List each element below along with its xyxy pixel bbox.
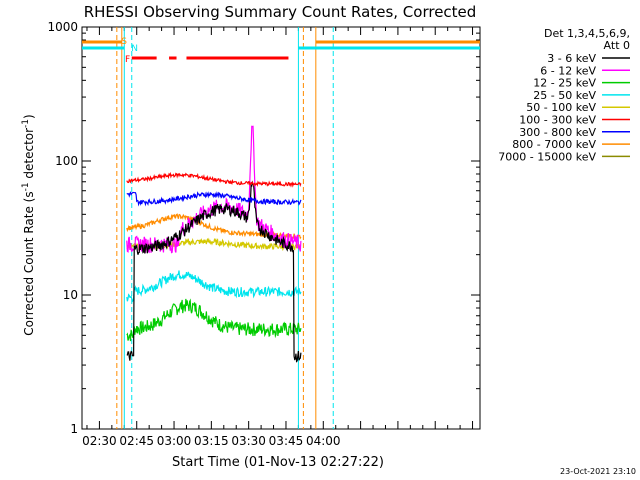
y-tick-label: 1 xyxy=(70,422,78,436)
x-axis-label: Start Time (01-Nov-13 02:27:22) xyxy=(172,455,384,470)
flare-flag-label: F xyxy=(125,55,130,65)
series-line-s8 xyxy=(126,213,302,240)
x-tick-label: 03:30 xyxy=(231,434,266,448)
legend-label: 800 - 7000 keV xyxy=(512,138,596,151)
x-tick-label: 03:15 xyxy=(194,434,229,448)
chart-title: RHESSI Observing Summary Count Rates, Co… xyxy=(84,3,477,21)
legend-label: 25 - 50 keV xyxy=(533,89,596,102)
legend-header-line2: Att 0 xyxy=(604,39,630,52)
y-tick-label: 1000 xyxy=(47,20,78,34)
x-tick-label: 03:45 xyxy=(269,434,304,448)
y-axis-label: Corrected Count Rate (s-1 detector-1) xyxy=(21,114,36,335)
saa-flag-label: S xyxy=(121,37,127,47)
x-tick-label: 04:00 xyxy=(306,434,341,448)
plot-frame xyxy=(81,26,481,430)
plot-area: 1 10 100 1000 02:30 02:45 03:00 03:15 03:30 03:45… xyxy=(47,20,481,448)
legend-label: 50 - 100 keV xyxy=(526,101,596,114)
x-tick-label: 03:00 xyxy=(157,434,192,448)
legend-label: 3 - 6 keV xyxy=(547,52,596,65)
series-line-s3 xyxy=(126,298,302,342)
x-tick-label: 02:45 xyxy=(119,434,154,448)
x-tick-label: 02:30 xyxy=(82,434,117,448)
legend-label: 6 - 12 keV xyxy=(540,64,596,77)
series-line-s1 xyxy=(126,180,302,363)
legend-label: 7000 - 15000 keV xyxy=(498,150,596,163)
legend-header-line1: Det 1,3,4,5,6,9, xyxy=(544,27,630,40)
legend-label: 100 - 300 keV xyxy=(519,114,596,127)
legend-label: 12 - 25 keV xyxy=(533,77,596,90)
series-line-s7 xyxy=(126,191,302,207)
series-line-s6 xyxy=(126,171,302,188)
night-flag-label: N xyxy=(131,44,138,54)
footer-timestamp: 23-Oct-2021 23:10 xyxy=(560,467,636,476)
series-line-s4 xyxy=(126,270,302,303)
legend-label: 300 - 800 keV xyxy=(519,126,596,139)
y-tick-label: 100 xyxy=(55,154,78,168)
y-tick-label: 10 xyxy=(63,288,78,302)
